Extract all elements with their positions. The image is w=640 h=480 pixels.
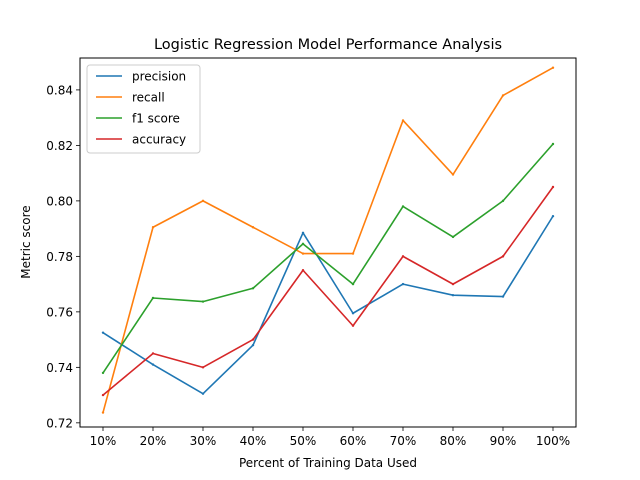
data-point-f1-score — [501, 199, 505, 203]
data-point-precision — [351, 312, 355, 315]
data-point-recall — [501, 94, 505, 97]
data-point-precision — [201, 392, 205, 395]
y-tick-label: 0.74 — [46, 361, 73, 375]
legend: precision recall f1 score accuracy — [86, 64, 201, 154]
x-tick-label: 40% — [240, 434, 267, 448]
data-point-accuracy — [401, 255, 405, 258]
data-point-accuracy — [551, 185, 555, 189]
data-point-accuracy — [451, 282, 455, 286]
data-point-recall — [451, 173, 455, 176]
x-tick-label: 30% — [190, 434, 217, 448]
data-point-recall — [251, 226, 255, 229]
legend-items: precision recall f1 score accuracy — [96, 70, 186, 147]
series-layer — [101, 66, 555, 414]
x-tick-label: 80% — [440, 434, 467, 448]
data-point-f1-score — [151, 296, 155, 300]
y-axis: 0.72 0.74 0.76 0.78 0.80 0.82 0.84 — [46, 83, 80, 430]
x-axis: 10% 20% 30% 40% 50% 60% 70% 80% 90% 100% — [90, 427, 570, 448]
x-tick-label: 60% — [340, 434, 367, 448]
data-point-accuracy — [351, 324, 355, 327]
y-axis-label: Metric score — [19, 205, 33, 278]
data-point-f1-score — [351, 282, 355, 286]
data-point-accuracy — [151, 352, 155, 355]
legend-box — [86, 64, 201, 154]
data-point-recall — [301, 252, 305, 255]
data-point-recall — [151, 226, 155, 229]
data-point-f1-score — [401, 205, 405, 208]
x-tick-label: 10% — [90, 434, 117, 448]
data-point-recall — [351, 252, 355, 255]
legend-label-precision: precision — [132, 70, 186, 84]
legend-label-f1-score: f1 score — [132, 112, 180, 126]
data-point-f1-score — [101, 371, 105, 375]
data-point-accuracy — [201, 366, 205, 369]
y-tick-label: 0.72 — [46, 416, 73, 430]
data-point-f1-score — [301, 242, 305, 246]
x-axis-label: Percent of Training Data Used — [239, 456, 417, 470]
data-point-recall — [401, 119, 405, 122]
chart-title: Logistic Regression Model Performance An… — [154, 37, 502, 53]
legend-label-accuracy: accuracy — [132, 133, 186, 147]
x-tick-label: 20% — [140, 434, 167, 448]
x-tick-label: 70% — [390, 434, 417, 448]
data-point-accuracy — [501, 255, 505, 258]
data-point-recall — [551, 66, 555, 69]
data-point-precision — [301, 231, 305, 234]
data-point-precision — [401, 282, 405, 286]
series-line-f1-score — [102, 143, 554, 374]
data-point-precision — [501, 295, 505, 298]
series-line-precision — [102, 215, 554, 395]
data-point-recall — [201, 199, 205, 203]
legend-label-recall: recall — [132, 91, 165, 105]
data-point-f1-score — [201, 300, 205, 303]
data-point-recall — [101, 411, 105, 414]
y-tick-label: 0.80 — [46, 194, 73, 208]
data-point-precision — [251, 343, 255, 347]
data-point-accuracy — [251, 338, 255, 341]
y-tick-label: 0.76 — [46, 305, 73, 319]
data-point-accuracy — [301, 269, 305, 272]
y-tick-label: 0.84 — [46, 83, 73, 97]
x-tick-label: 50% — [290, 434, 317, 448]
x-tick-label: 100% — [536, 434, 570, 448]
data-point-f1-score — [551, 142, 555, 146]
series-line-accuracy — [102, 186, 554, 396]
data-point-f1-score — [451, 235, 455, 239]
plot-frame — [79, 57, 577, 428]
series-line-recall — [102, 67, 554, 413]
data-point-accuracy — [101, 393, 105, 397]
data-point-precision — [151, 363, 155, 366]
data-point-f1-score — [251, 287, 255, 290]
x-tick-label: 90% — [490, 434, 517, 448]
data-point-precision — [551, 214, 555, 218]
y-tick-label: 0.78 — [46, 250, 73, 264]
data-point-precision — [451, 294, 455, 297]
y-tick-label: 0.82 — [46, 139, 73, 153]
data-point-precision — [101, 331, 105, 334]
